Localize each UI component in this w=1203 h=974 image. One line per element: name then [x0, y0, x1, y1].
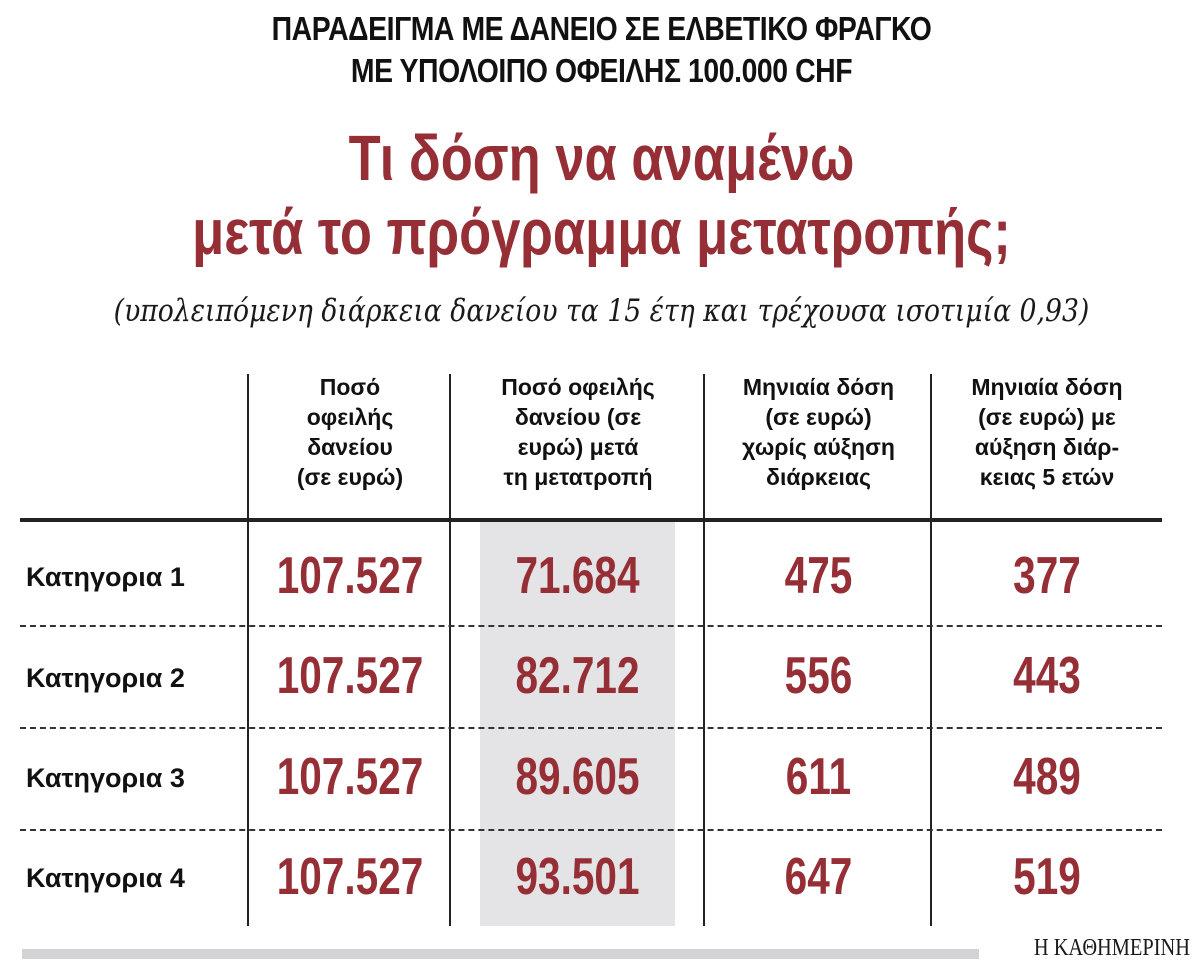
cell-loan-amount: 107.527 — [276, 547, 424, 605]
column-divider — [703, 374, 705, 926]
header-loan-amount: Ποσό οφειλής δανείου (σε ευρώ) — [296, 374, 404, 490]
row-separator — [20, 727, 1162, 729]
row-separator — [20, 625, 1162, 627]
row-label: Κατηγορια 1 — [26, 562, 185, 592]
cell-monthly-no-extension: 647 — [784, 848, 853, 906]
title-line-2: μετά το πρόγραμμα μετατροπής; — [192, 196, 1011, 268]
row-label: Κατηγορια 4 — [26, 863, 185, 893]
cell-monthly-no-extension: 475 — [784, 547, 853, 605]
column-divider — [930, 374, 932, 926]
cell-loan-after-conversion: 89.605 — [515, 748, 640, 806]
footer-bar — [22, 949, 979, 959]
cell-loan-after-conversion: 82.712 — [515, 647, 640, 705]
cell-loan-amount: 107.527 — [276, 848, 424, 906]
column-divider — [247, 374, 249, 926]
cell-loan-after-conversion: 93.501 — [515, 848, 640, 906]
brand-logo: Η ΚΑΘΗΜΕΡΙΝΗ — [1033, 935, 1190, 961]
cell-monthly-no-extension: 611 — [785, 748, 852, 806]
row-separator — [20, 829, 1162, 831]
cell-monthly-no-extension: 556 — [784, 647, 853, 705]
cell-loan-amount: 107.527 — [276, 748, 424, 806]
column-divider — [449, 374, 451, 926]
cell-loan-after-conversion: 71.684 — [515, 547, 640, 605]
subtitle: (υπολειπόμενη διάρκεια δανείου τα 15 έτη… — [113, 293, 1090, 329]
cell-loan-amount: 107.527 — [276, 647, 424, 705]
cell-monthly-5yr-extension: 489 — [1013, 748, 1081, 806]
row-label: Κατηγορια 2 — [26, 663, 185, 693]
kicker-line-1: ΠΑΡΑΔΕΙΓΜΑ ΜΕ ΔΑΝΕΙΟ ΣΕ ΕΛΒΕΤΙΚΟ ΦΡΑΓΚΟ — [271, 10, 932, 47]
row-label: Κατηγορια 3 — [26, 763, 185, 793]
highlight-column — [480, 522, 675, 926]
cell-monthly-5yr-extension: 377 — [1013, 547, 1081, 605]
cell-monthly-5yr-extension: 443 — [1013, 647, 1081, 705]
title-line-1: Τι δόση να αναμένω — [348, 122, 855, 194]
cell-monthly-5yr-extension: 519 — [1013, 848, 1081, 906]
header-monthly-no-extension: Μηνιαία δόση (σε ευρώ) χωρίς αύξηση διάρ… — [742, 374, 895, 490]
header-rule — [20, 518, 1162, 522]
header-monthly-5yr-extension: Μηνιαία δόση (σε ευρώ) με αύξηση διάρ- κ… — [971, 374, 1123, 490]
header-loan-after-conversion: Ποσό οφειλής δανείου (σε ευρώ) μετά τη μ… — [501, 374, 655, 490]
kicker-line-2: ΜΕ ΥΠΟΛΟΙΠΟ ΟΦΕΙΛΗΣ 100.000 CHF — [350, 52, 853, 89]
